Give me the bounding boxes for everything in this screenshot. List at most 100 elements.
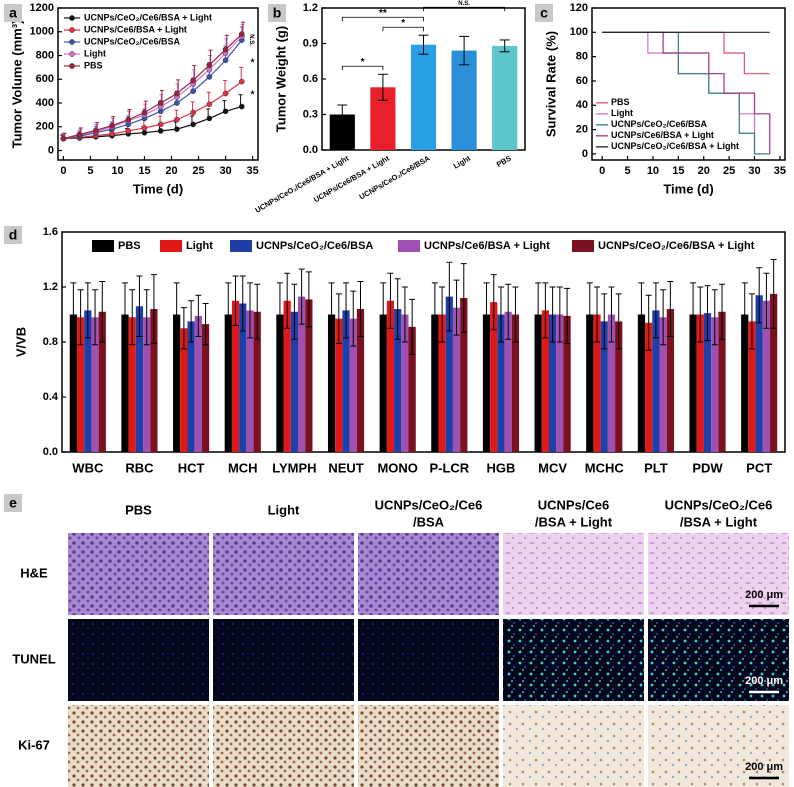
significance-bracket <box>382 26 424 32</box>
x-tick-label: MONO <box>377 460 417 475</box>
column-title: /BSA + Light <box>680 514 758 529</box>
y-tick-label: 1000 <box>30 26 54 38</box>
panel-label: c <box>540 5 548 21</box>
series-marker <box>222 90 229 97</box>
micrograph <box>648 533 789 615</box>
y-tick-label: 1.2 <box>303 2 318 14</box>
significance-bracket <box>423 6 506 12</box>
bar <box>689 314 697 452</box>
y-tick-label: 60 <box>576 75 588 87</box>
x-tick-label: 0 <box>599 165 605 177</box>
micrograph <box>213 619 354 701</box>
bar <box>593 314 601 452</box>
bar <box>128 317 136 452</box>
micrograph <box>648 705 789 787</box>
y-tick-label: 0.6 <box>303 73 318 85</box>
series-marker <box>174 90 180 97</box>
series-marker <box>92 127 99 134</box>
significance-label: N.S. <box>458 1 470 7</box>
bar <box>748 321 756 452</box>
y-tick-label: 600 <box>36 73 54 85</box>
y-tick-label: 800 <box>36 49 54 61</box>
survival-line <box>602 31 771 154</box>
row-label: Ki-67 <box>18 737 50 752</box>
bar <box>460 298 468 452</box>
bar <box>276 314 284 452</box>
series-marker <box>157 100 164 106</box>
bar <box>482 314 491 452</box>
micrograph <box>68 705 209 787</box>
micrograph <box>213 705 354 787</box>
bar <box>762 300 771 452</box>
x-tick-label: 35 <box>774 165 786 177</box>
x-tick-label: PDW <box>692 460 723 475</box>
bar <box>401 314 409 452</box>
significance-label: * <box>361 57 365 68</box>
series-marker <box>206 74 213 80</box>
x-tick-label: P-LCR <box>429 460 469 475</box>
y-tick-label: 0 <box>48 144 54 156</box>
significance-bracket <box>341 65 384 71</box>
significance-label: N.S. <box>248 34 254 46</box>
series-marker <box>125 116 132 123</box>
legend-swatch <box>92 240 114 252</box>
column-title: Light <box>268 502 300 517</box>
panel-label-box <box>4 4 22 22</box>
micrograph <box>68 533 209 615</box>
column-title: UCNPs/Ce6 <box>538 497 610 512</box>
bar <box>718 311 726 452</box>
bar <box>541 310 549 452</box>
x-tick-label: RBC <box>125 460 154 475</box>
bar <box>143 317 151 452</box>
bar <box>431 314 439 452</box>
micrograph <box>213 533 354 615</box>
legend-marker <box>69 51 75 57</box>
legend-label: Light <box>84 48 106 58</box>
y-tick-label: 1.6 <box>43 226 58 238</box>
x-tick-label: PBS <box>495 154 513 170</box>
bar <box>534 314 542 452</box>
y-tick-label: 0.4 <box>43 391 59 403</box>
series-marker <box>109 131 115 137</box>
y-tick-label: 200 <box>36 121 54 133</box>
x-tick-label: 20 <box>165 165 177 177</box>
y-axis-label: Tumor Weight (g) <box>273 26 288 132</box>
legend-swatch <box>572 240 594 252</box>
micrograph <box>358 619 499 701</box>
significance-label: * <box>251 89 255 100</box>
x-tick-label: 5 <box>624 165 630 177</box>
scale-bar-label: 200 μm <box>745 675 783 687</box>
panel-label-box <box>4 226 22 244</box>
bar <box>224 314 232 452</box>
bar <box>239 303 247 452</box>
panel-label-box <box>535 4 553 22</box>
column-title: /BSA <box>413 514 445 529</box>
y-tick-label: 0.8 <box>43 336 58 348</box>
y-axis-label: Tumor Volume (mm³) <box>9 20 24 149</box>
bar <box>356 309 365 452</box>
series-marker <box>238 31 245 37</box>
bar <box>504 311 512 452</box>
legend-label: PBS <box>611 97 630 107</box>
bar <box>600 321 608 452</box>
y-tick-label: 0.0 <box>43 446 58 458</box>
column-title: UCNPs/CeO₂/Ce6 <box>375 497 483 512</box>
x-tick-label: 30 <box>219 165 231 177</box>
bar <box>253 311 261 452</box>
bar <box>652 310 660 452</box>
x-tick-label: PCT <box>746 460 772 475</box>
series-marker <box>174 100 180 106</box>
bar <box>497 314 505 452</box>
column-title: /BSA + Light <box>535 514 613 529</box>
bar <box>548 314 557 452</box>
micrograph <box>503 619 644 701</box>
bar <box>335 318 343 452</box>
legend-marker <box>69 39 75 45</box>
bar <box>201 324 210 452</box>
bar <box>659 317 667 452</box>
series-marker <box>206 115 213 122</box>
bar <box>342 310 350 452</box>
bar <box>246 310 254 452</box>
